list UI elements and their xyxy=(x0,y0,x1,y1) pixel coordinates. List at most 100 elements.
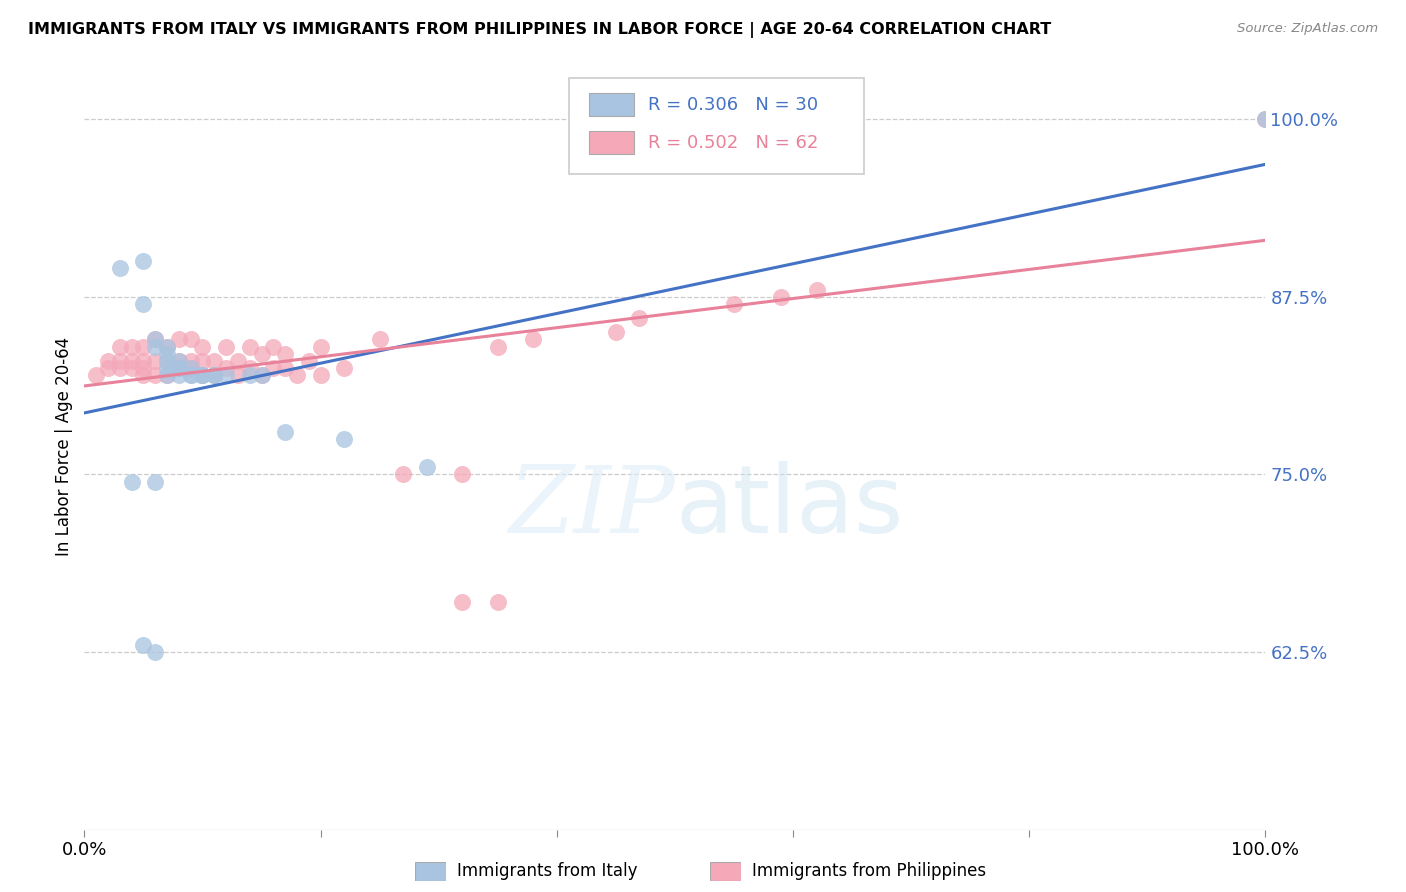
Point xyxy=(180,360,202,375)
Point xyxy=(132,297,155,311)
Point xyxy=(180,360,202,375)
Point xyxy=(451,467,474,482)
Point xyxy=(723,297,745,311)
Point xyxy=(333,432,356,446)
Point xyxy=(132,360,155,375)
Point xyxy=(226,368,249,382)
Point xyxy=(108,353,131,368)
Point xyxy=(239,368,262,382)
Point xyxy=(132,638,155,652)
Point xyxy=(167,360,190,375)
Point xyxy=(121,353,143,368)
Point xyxy=(522,333,544,347)
Point xyxy=(191,368,214,382)
Text: Immigrants from Italy: Immigrants from Italy xyxy=(457,863,637,880)
Point xyxy=(416,460,439,475)
Y-axis label: In Labor Force | Age 20-64: In Labor Force | Age 20-64 xyxy=(55,336,73,556)
Point xyxy=(156,340,179,354)
Point xyxy=(167,368,190,382)
Point xyxy=(132,353,155,368)
Point xyxy=(239,340,262,354)
Point xyxy=(132,254,155,268)
Point xyxy=(143,333,166,347)
Point xyxy=(202,353,225,368)
Point xyxy=(262,340,284,354)
Point xyxy=(262,360,284,375)
Point xyxy=(191,368,214,382)
Point xyxy=(143,475,166,489)
Point xyxy=(1254,112,1277,127)
Point xyxy=(215,340,238,354)
Point xyxy=(333,360,356,375)
Point xyxy=(132,368,155,382)
Point xyxy=(97,353,120,368)
Point xyxy=(250,368,273,382)
Point xyxy=(285,368,308,382)
Point xyxy=(143,353,166,368)
Point xyxy=(180,368,202,382)
Point xyxy=(486,340,509,354)
FancyBboxPatch shape xyxy=(589,131,634,154)
Text: atlas: atlas xyxy=(675,461,903,553)
Point xyxy=(191,368,214,382)
Point xyxy=(250,368,273,382)
Point xyxy=(309,340,332,354)
Point xyxy=(274,360,297,375)
Point xyxy=(167,353,190,368)
Point xyxy=(770,290,793,304)
Point xyxy=(121,360,143,375)
Point xyxy=(202,368,225,382)
Point xyxy=(298,353,321,368)
Point xyxy=(274,425,297,439)
Point xyxy=(191,368,214,382)
Point xyxy=(486,595,509,609)
Point xyxy=(156,340,179,354)
Text: R = 0.502   N = 62: R = 0.502 N = 62 xyxy=(648,134,818,152)
Point xyxy=(806,283,828,297)
Point xyxy=(782,105,804,120)
Point xyxy=(108,360,131,375)
Point xyxy=(368,333,391,347)
Point xyxy=(239,360,262,375)
FancyBboxPatch shape xyxy=(568,78,863,174)
Point xyxy=(132,340,155,354)
Text: Immigrants from Philippines: Immigrants from Philippines xyxy=(752,863,987,880)
Point xyxy=(628,311,651,326)
Point xyxy=(156,346,179,360)
Point xyxy=(143,340,166,354)
Point xyxy=(84,368,107,382)
Point xyxy=(108,261,131,276)
Point xyxy=(121,475,143,489)
Point xyxy=(167,360,190,375)
Point xyxy=(143,645,166,659)
Point xyxy=(274,346,297,360)
Point xyxy=(167,360,190,375)
Point xyxy=(1254,112,1277,127)
Point xyxy=(97,360,120,375)
Point xyxy=(167,333,190,347)
Point xyxy=(156,353,179,368)
Point xyxy=(108,340,131,354)
Point xyxy=(143,368,166,382)
Point xyxy=(180,333,202,347)
Point xyxy=(250,346,273,360)
Point xyxy=(156,368,179,382)
Point xyxy=(156,353,179,368)
Point xyxy=(202,368,225,382)
Text: Source: ZipAtlas.com: Source: ZipAtlas.com xyxy=(1237,22,1378,36)
Text: IMMIGRANTS FROM ITALY VS IMMIGRANTS FROM PHILIPPINES IN LABOR FORCE | AGE 20-64 : IMMIGRANTS FROM ITALY VS IMMIGRANTS FROM… xyxy=(28,22,1052,38)
Point xyxy=(605,326,627,340)
Point xyxy=(226,353,249,368)
Point xyxy=(392,467,415,482)
Text: ZIP: ZIP xyxy=(508,462,675,552)
Point xyxy=(167,353,190,368)
Point xyxy=(191,340,214,354)
Point xyxy=(156,368,179,382)
FancyBboxPatch shape xyxy=(589,93,634,116)
Point xyxy=(309,368,332,382)
Point xyxy=(121,340,143,354)
Point xyxy=(180,353,202,368)
Point xyxy=(215,360,238,375)
Point xyxy=(156,360,179,375)
Point xyxy=(202,368,225,382)
